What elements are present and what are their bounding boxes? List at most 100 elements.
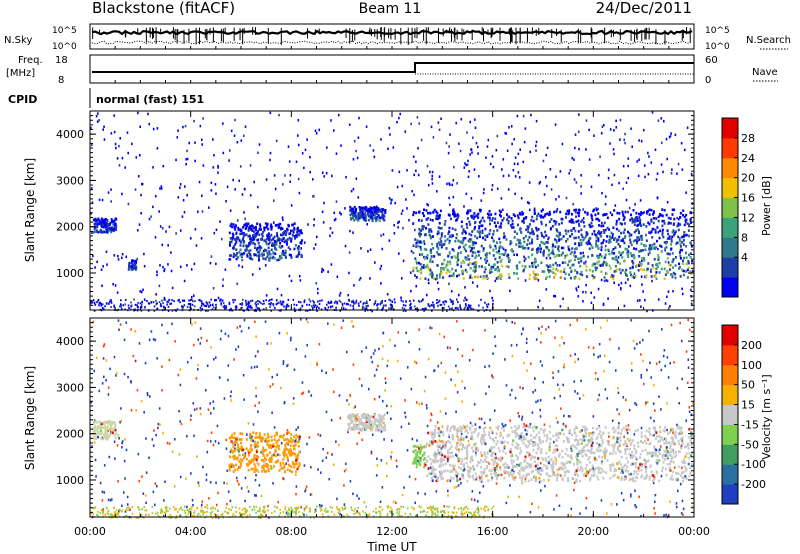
echo-cell	[592, 467, 594, 470]
echo-cell	[475, 214, 478, 218]
echo-cell	[193, 262, 196, 266]
echo-cell	[477, 309, 480, 312]
echo-cell	[593, 134, 595, 137]
echo-cell	[301, 231, 304, 235]
echo-cell	[447, 511, 450, 514]
echo-cell	[275, 299, 278, 302]
echo-cell	[455, 298, 458, 301]
echo-cell	[668, 235, 671, 238]
echo-cell	[100, 217, 103, 221]
echo-cell	[459, 307, 462, 310]
echo-cell	[239, 165, 242, 168]
echo-cell	[518, 176, 521, 179]
echo-cell	[346, 399, 348, 402]
echo-cell	[96, 301, 98, 304]
echo-cell	[483, 266, 486, 269]
echo-cell	[537, 212, 540, 216]
echo-cell	[175, 507, 177, 510]
echo-cell	[167, 309, 170, 312]
echo-cell	[248, 226, 251, 230]
echo-cell	[256, 222, 259, 226]
echo-cell	[539, 489, 542, 492]
echo-cell	[604, 253, 607, 257]
echo-cell	[433, 306, 435, 309]
echo-cell	[412, 269, 415, 273]
echo-cell	[672, 289, 674, 293]
echo-cell	[648, 247, 651, 250]
echo-cell	[232, 301, 235, 304]
echo-cell	[633, 347, 636, 350]
echo-cell	[217, 296, 220, 300]
echo-cell	[603, 221, 606, 225]
echo-cell	[680, 268, 683, 271]
echo-cell	[472, 514, 475, 517]
echo-cell	[95, 356, 98, 360]
echo-cell	[444, 371, 447, 374]
echo-cell	[638, 495, 640, 499]
echo-cell	[443, 510, 445, 513]
echo-cell	[657, 298, 660, 301]
echo-cell	[486, 212, 489, 216]
echo-cell	[533, 207, 536, 211]
echo-cell	[408, 475, 411, 478]
echo-cell	[433, 255, 436, 258]
echo-cell	[629, 252, 632, 255]
echo-cell	[447, 232, 450, 235]
echo-cell	[640, 268, 643, 271]
echo-cell	[522, 221, 525, 224]
echo-cell	[647, 210, 650, 213]
echo-cell	[569, 266, 572, 270]
echo-cell	[641, 238, 644, 241]
echo-cell	[199, 306, 202, 309]
echo-cell	[426, 211, 429, 215]
echo-cell	[377, 207, 380, 211]
echo-cell	[661, 228, 664, 232]
echo-cell	[102, 357, 105, 360]
echo-cell	[642, 128, 645, 132]
echo-cell	[637, 268, 640, 272]
echo-cell	[608, 435, 610, 438]
echo-cell	[506, 218, 509, 222]
echo-cell	[532, 276, 535, 279]
echo-cell	[168, 507, 171, 510]
echo-cell	[173, 300, 175, 303]
echo-cell	[234, 188, 236, 191]
echo-cell	[533, 261, 536, 264]
echo-cell	[268, 250, 271, 253]
echo-cell	[254, 232, 257, 236]
echo-cell	[547, 270, 550, 274]
echo-cell	[117, 319, 120, 322]
echo-cell	[570, 446, 572, 450]
echo-cell	[258, 245, 261, 248]
echo-cell	[641, 211, 644, 215]
echo-cell	[98, 304, 100, 307]
echo-cell	[195, 377, 198, 380]
echo-cell	[269, 305, 271, 308]
echo-cell	[420, 232, 423, 236]
echo-cell	[375, 507, 377, 510]
echo-cell	[326, 451, 329, 455]
echo-cell	[474, 256, 477, 260]
echo-cell	[653, 274, 656, 278]
echo-cell	[526, 225, 529, 228]
echo-cell	[593, 275, 596, 279]
echo-cell	[131, 142, 133, 146]
echo-cell	[138, 223, 141, 226]
echo-cell	[646, 368, 648, 372]
echo-cell	[293, 226, 296, 230]
echo-cell	[615, 240, 618, 243]
echo-cell	[356, 214, 359, 218]
echo-cell	[478, 514, 481, 517]
echo-cell	[105, 506, 108, 509]
echo-cell	[454, 214, 457, 217]
echo-cell	[290, 336, 292, 340]
echo-cell	[619, 253, 622, 257]
echo-cell	[341, 506, 344, 509]
echo-cell	[492, 299, 494, 302]
echo-cell	[335, 152, 338, 155]
echo-cell	[270, 225, 273, 229]
echo-cell	[544, 277, 547, 281]
echo-cell	[460, 220, 463, 224]
echo-cell	[545, 240, 548, 244]
echo-cell	[217, 164, 219, 168]
